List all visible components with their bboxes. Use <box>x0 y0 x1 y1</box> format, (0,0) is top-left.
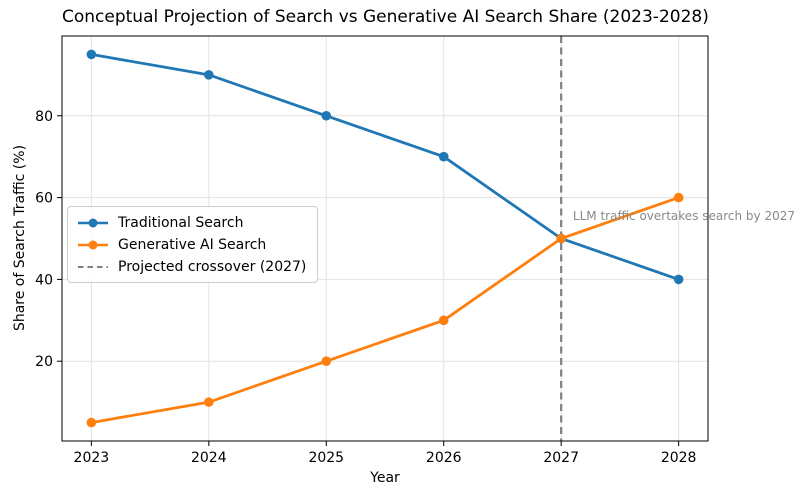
x-tick-label: 2024 <box>191 450 227 466</box>
y-tick-label: 20 <box>35 354 53 370</box>
data-point-marker <box>86 49 97 60</box>
legend-label: Projected crossover (2027) <box>118 258 307 275</box>
series-line <box>89 196 681 424</box>
plot-border <box>61 35 709 442</box>
data-point-marker <box>438 315 449 326</box>
legend-label: Generative AI Search <box>118 236 267 253</box>
data-point-marker <box>556 233 566 244</box>
data-point-marker <box>86 417 97 428</box>
legend-label: Traditional Search <box>118 214 244 231</box>
data-point-marker <box>321 110 332 121</box>
legend-item-projected-crossover: Projected crossover (2027) <box>77 257 306 276</box>
line-marker-icon <box>78 218 108 227</box>
data-point-marker <box>204 397 214 407</box>
legend: Traditional Search Generative AI Search … <box>67 206 319 283</box>
x-tick-label: 2023 <box>74 450 110 466</box>
y-tick-label: 40 <box>35 272 53 288</box>
legend-item-generative-ai-search: Generative AI Search <box>77 235 306 254</box>
y-tick-label: 60 <box>35 191 53 207</box>
x-tick-label: 2027 <box>543 450 579 466</box>
y-axis-label: Share of Search Traffic (%) <box>12 144 28 332</box>
data-point-marker <box>438 151 449 162</box>
y-tick-label: 80 <box>35 109 53 125</box>
chart-title: Conceptual Projection of Search vs Gener… <box>62 7 709 27</box>
x-axis-label: Year <box>370 470 400 486</box>
legend-item-traditional-search: Traditional Search <box>77 213 306 232</box>
data-point-marker <box>673 274 684 285</box>
series-line <box>89 53 681 281</box>
data-point-marker <box>673 192 684 203</box>
dashed-line-icon <box>78 265 108 268</box>
x-tick-label: 2025 <box>308 450 344 466</box>
x-tick-label: 2028 <box>661 450 697 466</box>
line-marker-icon <box>78 240 108 249</box>
x-tick-label: 2026 <box>426 450 462 466</box>
crossover-annotation: LLM traffic overtakes search by 2027 <box>572 209 796 224</box>
data-point-marker <box>321 356 332 367</box>
data-point-marker <box>204 70 214 80</box>
